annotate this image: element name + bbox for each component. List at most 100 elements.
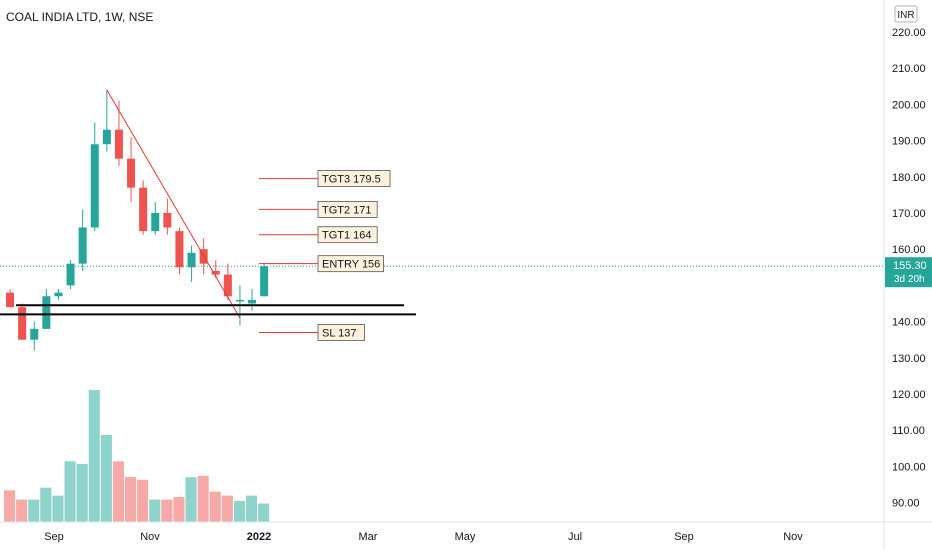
candle-body (187, 252, 196, 268)
current-price-tag: 155.30 3d 20h (885, 257, 932, 288)
level-annotation[interactable]: TGT1 164 (259, 226, 378, 244)
x-tick-label: Nov (783, 531, 803, 543)
chart-title: COAL INDIA LTD, 1W, NSE (6, 10, 153, 24)
candle[interactable] (260, 263, 269, 297)
level-annotation[interactable]: TGT2 171 (259, 200, 378, 218)
candle[interactable] (18, 303, 27, 340)
candle-body (139, 187, 148, 232)
volume-bar (88, 390, 100, 522)
candle[interactable] (175, 227, 184, 275)
y-tick-label: 160.00 (892, 244, 926, 256)
candle[interactable] (66, 260, 75, 290)
candle[interactable] (78, 209, 87, 271)
candle-body (102, 129, 111, 145)
candle[interactable] (127, 136, 136, 203)
time-axis: Sep Nov 2022 Mar May Jul Sep Nov (44, 531, 803, 543)
volume-bar (64, 461, 76, 522)
candle-body (54, 292, 63, 297)
candle[interactable] (102, 89, 111, 152)
level-annotation[interactable]: ENTRY 156 (259, 255, 384, 273)
candle-body (42, 296, 51, 329)
volume-bar (221, 495, 233, 522)
volume-bar (149, 499, 161, 522)
candle[interactable] (139, 180, 148, 235)
level-label: TGT1 164 (322, 230, 372, 242)
volume-bar (197, 475, 209, 522)
price-tag-countdown: 3d 20h (894, 274, 925, 285)
y-tick-label: 210.00 (892, 63, 926, 75)
level-label: TGT3 179.5 (322, 174, 381, 186)
x-tick-label: Nov (140, 531, 160, 543)
price-tag-value: 155.30 (893, 260, 927, 272)
level-label-box (317, 324, 365, 341)
x-tick-label: Sep (44, 531, 64, 543)
volume-bar (100, 434, 112, 522)
currency-selector[interactable]: INR (894, 5, 918, 23)
level-label-box (317, 200, 378, 218)
currency-label: INR (897, 10, 914, 21)
level-label: TGT2 171 (322, 204, 372, 216)
x-tick-label: May (455, 531, 476, 543)
candle-body (260, 266, 269, 297)
level-annotations: TGT3 179.5 TGT2 171 TGT1 164 ENTRY 156 SL 13… (259, 170, 391, 341)
level-label-box (317, 226, 378, 244)
candle-body (18, 307, 27, 340)
candle-body (211, 270, 220, 275)
candle[interactable] (211, 260, 220, 279)
volume-bar (246, 495, 258, 522)
volume-bar (40, 487, 52, 522)
volume-bars (4, 390, 270, 522)
level-label-box (317, 170, 391, 188)
candle[interactable] (223, 263, 232, 300)
level-annotation[interactable]: TGT3 179.5 (259, 170, 391, 188)
candle[interactable] (187, 245, 196, 282)
x-tick-label: Sep (674, 531, 694, 543)
y-tick-label: 170.00 (892, 208, 926, 220)
level-label-box (317, 255, 384, 273)
candle-body (78, 227, 87, 264)
candle[interactable] (151, 202, 160, 235)
candle-body (151, 213, 160, 232)
candle-body (90, 144, 99, 228)
x-tick-label: 2022 (247, 531, 271, 543)
y-tick-label: 100.00 (892, 461, 926, 473)
x-tick-label: Jul (568, 531, 582, 543)
y-tick-label: 200.00 (892, 99, 926, 111)
y-tick-label: 120.00 (892, 389, 926, 401)
candle-body (66, 263, 75, 286)
y-tick-label: 180.00 (892, 172, 926, 184)
y-tick-label: 90.00 (892, 498, 920, 510)
volume-bar (173, 496, 185, 522)
y-tick-label: 140.00 (892, 317, 926, 329)
candle[interactable] (248, 289, 257, 311)
candle[interactable] (30, 321, 39, 351)
candle[interactable] (54, 289, 63, 300)
volume-bar (52, 495, 64, 522)
y-tick-label: 190.00 (892, 136, 926, 148)
level-label: SL 137 (322, 327, 356, 339)
candle[interactable] (163, 198, 172, 235)
candle-body (114, 129, 123, 159)
y-tick-label: 110.00 (892, 425, 925, 437)
volume-bar (258, 503, 270, 522)
level-annotation[interactable]: SL 137 (259, 324, 365, 341)
candle[interactable] (6, 289, 15, 308)
candle[interactable] (90, 122, 99, 232)
trendline[interactable] (106, 89, 241, 319)
currency-box[interactable] (894, 5, 918, 23)
candle-body (163, 213, 172, 228)
x-tick-label: Mar (359, 531, 378, 543)
volume-bar (137, 479, 149, 522)
volume-bar (4, 490, 16, 522)
candle[interactable] (42, 289, 51, 329)
level-label: ENTRY 156 (322, 259, 380, 271)
volume-bar (161, 499, 173, 522)
drawn-lines (0, 89, 416, 319)
candle-body (6, 292, 15, 308)
candle-body (235, 299, 244, 302)
candle-body (30, 328, 39, 340)
volume-bar (233, 500, 245, 522)
